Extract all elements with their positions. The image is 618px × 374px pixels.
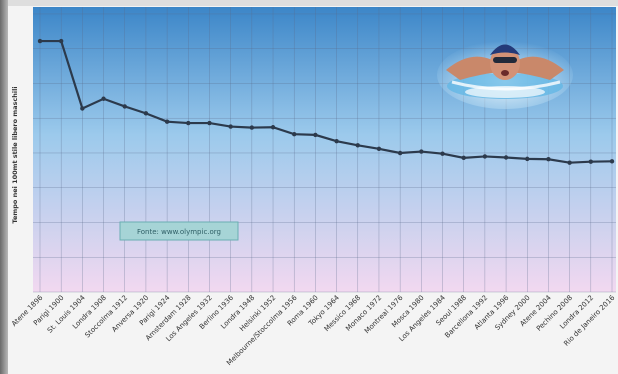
data-point	[461, 155, 466, 161]
data-point	[334, 138, 339, 144]
series-line	[40, 39, 613, 164]
data-point	[482, 154, 488, 159]
data-point	[228, 124, 233, 129]
data-point	[419, 149, 424, 154]
data-point	[101, 96, 106, 101]
data-point	[249, 125, 255, 130]
data-point	[397, 150, 403, 156]
source-note: Fonte: www.olympic.org	[137, 228, 221, 236]
data-point	[58, 38, 64, 44]
data-point	[292, 132, 297, 137]
data-point	[376, 146, 382, 152]
data-point	[37, 38, 43, 44]
data-point	[609, 159, 615, 164]
data-point	[270, 125, 276, 130]
data-point	[80, 106, 85, 111]
top-edge-strip	[8, 0, 618, 6]
data-point	[122, 104, 127, 109]
data-point	[546, 157, 551, 162]
swimmer-photo	[437, 41, 573, 109]
data-point	[503, 155, 509, 160]
data-point	[525, 156, 530, 162]
data-point	[588, 159, 594, 164]
data-point	[207, 120, 212, 126]
source-note-box	[119, 221, 239, 241]
y-axis-label: Tempo nei 100mt stile libero maschili	[11, 86, 19, 223]
data-point	[567, 160, 572, 165]
data-point	[313, 132, 318, 138]
data-point	[143, 111, 149, 116]
data-point	[440, 151, 445, 156]
gridlines	[33, 7, 616, 293]
series-line-group	[37, 38, 615, 165]
left-edge-strip	[0, 0, 8, 374]
data-point	[355, 143, 360, 148]
data-point	[164, 119, 170, 124]
data-point	[186, 120, 191, 126]
